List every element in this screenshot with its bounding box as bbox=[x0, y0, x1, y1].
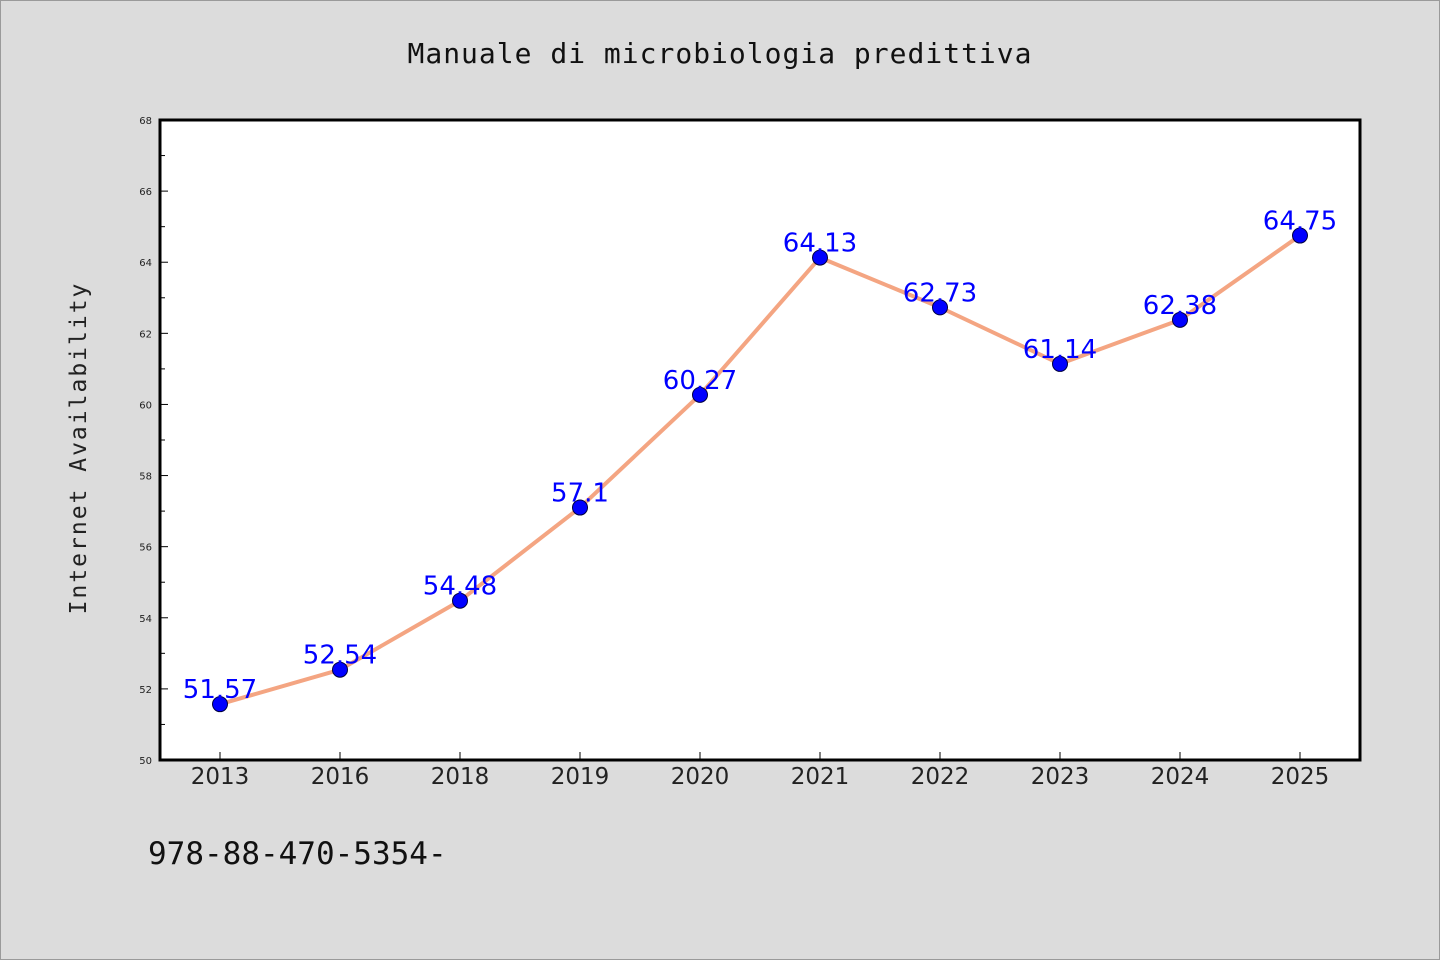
y-tick-label: 66 bbox=[139, 187, 152, 198]
y-axis-label: Internet Availability bbox=[66, 282, 92, 615]
data-point bbox=[1052, 355, 1068, 372]
data-point bbox=[572, 499, 588, 516]
x-tick-label: 2016 bbox=[311, 764, 370, 790]
data-point bbox=[692, 386, 708, 403]
y-tick-label: 58 bbox=[139, 472, 152, 483]
data-point bbox=[812, 249, 828, 266]
data-label: 62.73 bbox=[903, 278, 977, 308]
data-point bbox=[332, 661, 348, 678]
x-tick-label: 2018 bbox=[431, 764, 490, 790]
data-label: 57.1 bbox=[551, 479, 609, 509]
data-point bbox=[452, 592, 468, 609]
y-tick-label: 54 bbox=[139, 614, 152, 625]
y-tick-label: 52 bbox=[139, 685, 152, 696]
y-tick-label: 68 bbox=[139, 116, 152, 127]
data-point bbox=[932, 299, 948, 316]
data-labels-group: 51.57 52.54 54.48 57.1 60.27 64.13 62.73 61.14 6… bbox=[183, 207, 1337, 706]
data-label: 51.57 bbox=[183, 675, 257, 705]
x-tick-label: 2020 bbox=[671, 764, 730, 790]
x-tick-label: 2022 bbox=[911, 764, 970, 790]
footer-isbn-text: 978-88-470-5354- bbox=[148, 836, 447, 872]
y-tick-label: 64 bbox=[139, 258, 152, 269]
chart-title: Manuale di microbiologia predittiva bbox=[407, 37, 1032, 70]
data-label: 64.13 bbox=[783, 229, 857, 259]
x-tick-label: 2024 bbox=[1151, 764, 1210, 790]
y-axis-ticks: 50 52 54 56 58 60 62 64 66 68 bbox=[139, 116, 168, 767]
data-label: 60.27 bbox=[663, 366, 737, 396]
data-label: 52.54 bbox=[303, 641, 377, 671]
data-label: 62.38 bbox=[1143, 291, 1217, 321]
y-tick-label: 50 bbox=[139, 756, 152, 767]
x-tick-label: 2023 bbox=[1031, 764, 1090, 790]
y-tick-label: 62 bbox=[139, 329, 152, 340]
plot-area bbox=[158, 118, 1362, 762]
series-line bbox=[218, 233, 1302, 707]
x-tick-label: 2013 bbox=[191, 764, 250, 790]
data-point bbox=[1172, 311, 1188, 328]
data-point bbox=[212, 696, 228, 713]
y-tick-label: 60 bbox=[139, 400, 152, 411]
x-tick-label: 2025 bbox=[1271, 764, 1330, 790]
x-axis-ticks: 2013 2016 2018 2019 2020 2021 2022 2023 2024 2025 bbox=[191, 752, 1330, 790]
data-label: 64.75 bbox=[1263, 207, 1337, 237]
data-point bbox=[1292, 227, 1308, 244]
series-line-group bbox=[212, 227, 1308, 713]
data-label: 54.48 bbox=[423, 572, 497, 602]
data-label: 61.14 bbox=[1023, 335, 1097, 365]
x-tick-label: 2019 bbox=[551, 764, 610, 790]
x-tick-label: 2021 bbox=[791, 764, 850, 790]
y-tick-label: 56 bbox=[139, 543, 152, 554]
